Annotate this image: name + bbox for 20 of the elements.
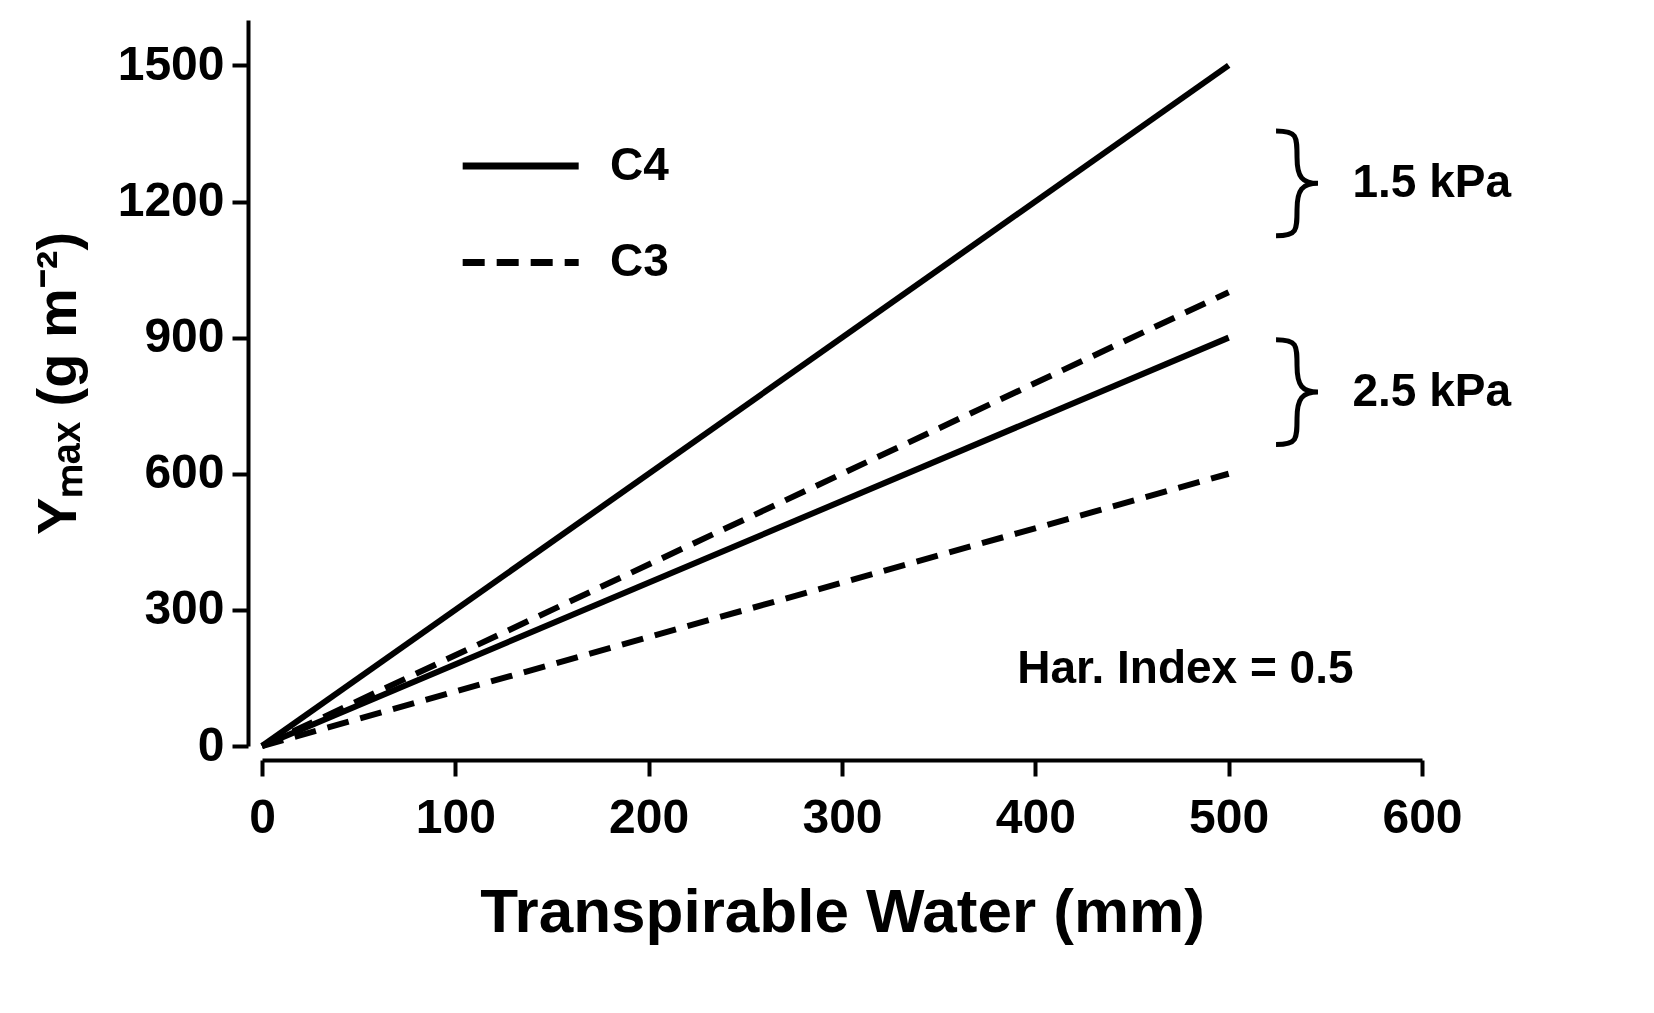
x-tick-label: 300 — [802, 789, 883, 843]
legend-label: C4 — [610, 137, 670, 190]
annotation: Har. Index = 0.5 — [1017, 641, 1354, 694]
legend-label: C3 — [610, 234, 669, 287]
y-tick-label: 300 — [144, 581, 225, 635]
annotation: 2.5 kPa — [1352, 364, 1512, 417]
x-tick-label: 600 — [1382, 789, 1463, 843]
y-tick-label: 600 — [144, 445, 225, 499]
y-tick-label: 1500 — [117, 36, 225, 90]
x-tick-label: 400 — [995, 789, 1076, 843]
y-tick-label: 1200 — [117, 173, 225, 226]
x-tick-label: 0 — [249, 789, 276, 843]
annotation: 1.5 kPa — [1352, 155, 1512, 208]
x-tick-label: 200 — [609, 789, 690, 843]
y-tick-label: 900 — [144, 309, 225, 363]
y-axis-title: Yₘₐₓ (g m⁻²) — [24, 231, 88, 536]
x-tick-label: 500 — [1189, 789, 1270, 843]
y-tick-label: 0 — [197, 717, 225, 771]
x-axis-title: Transpirable Water (mm) — [480, 875, 1205, 945]
x-tick-label: 100 — [415, 789, 496, 843]
